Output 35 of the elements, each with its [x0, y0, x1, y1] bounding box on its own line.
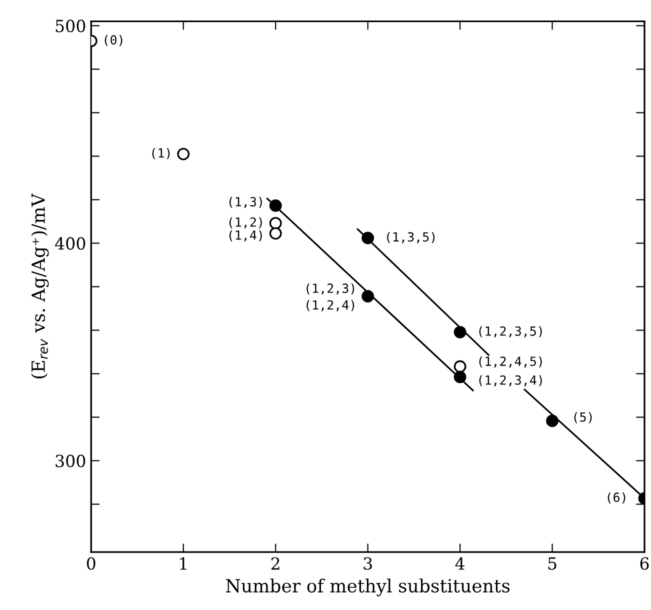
y-tick-label: 400 — [54, 237, 86, 250]
x-tick-label: 6 — [640, 557, 649, 570]
annotation: (5) — [574, 412, 592, 424]
annotation: (1,2,4) — [306, 300, 354, 312]
point — [177, 148, 190, 160]
annotation: (6) — [608, 492, 626, 504]
point — [454, 360, 466, 373]
annotation: (1,4) — [229, 230, 262, 242]
annotation: (1,2,4,5) — [479, 356, 542, 368]
y-tick-label: 300 — [56, 454, 86, 468]
annotation: (1,2,3,4) — [479, 375, 542, 386]
annotation: (1,2) — [229, 217, 262, 228]
x-tick-label: 4 — [455, 557, 465, 570]
x-tick-label: 5 — [548, 557, 556, 570]
annotation: (1,3) — [229, 196, 262, 208]
x-tick-label: 2 — [271, 557, 280, 570]
x-tick-label: 0 — [86, 557, 96, 570]
point — [269, 227, 282, 240]
y-tick-label: 500 — [56, 20, 86, 32]
point — [546, 414, 558, 428]
point — [362, 290, 374, 302]
point — [454, 370, 466, 384]
x-axis-title: Number of methyl substituents — [226, 578, 510, 596]
annotation: (0) — [104, 34, 122, 46]
x-tick-label: 1 — [180, 557, 186, 570]
point — [454, 326, 466, 338]
x-tick-label: 3 — [364, 557, 372, 570]
annotation: (1,3,5) — [387, 232, 435, 244]
annotation: (1) — [152, 148, 170, 160]
point — [269, 199, 282, 212]
y-axis-title: (E$_{rev}$ vs. Ag/Ag⁺)/mV — [31, 193, 49, 378]
annotation: (1,2,3) — [306, 283, 354, 295]
annotation: (1,2,3,5) — [479, 326, 542, 338]
point — [362, 232, 374, 244]
point — [269, 216, 282, 230]
